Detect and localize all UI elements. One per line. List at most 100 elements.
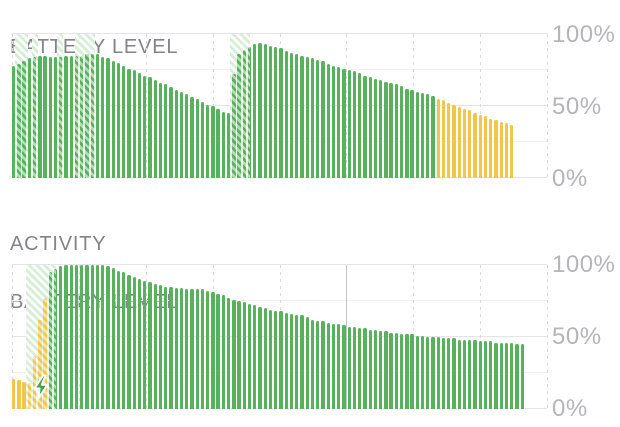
battery-level-bar[interactable] xyxy=(258,306,262,409)
battery-level-bar[interactable] xyxy=(436,337,440,409)
battery-level-bar[interactable] xyxy=(242,302,246,409)
battery-level-bar[interactable] xyxy=(394,84,399,178)
battery-level-bar[interactable] xyxy=(337,67,341,178)
battery-level-bar[interactable] xyxy=(48,57,52,178)
battery-level-bar[interactable] xyxy=(373,329,378,409)
battery-level-bar[interactable] xyxy=(420,93,425,178)
battery-level-bar[interactable] xyxy=(478,341,482,409)
battery-level-bar[interactable] xyxy=(137,72,142,178)
battery-level-bar[interactable] xyxy=(106,58,110,178)
battery-level-bar[interactable] xyxy=(232,74,236,178)
battery-level-bar[interactable] xyxy=(373,78,378,178)
battery-level-bar[interactable] xyxy=(179,91,184,178)
battery-level-bar[interactable] xyxy=(85,54,89,178)
battery-level-bar[interactable] xyxy=(226,298,231,409)
battery-level-bar[interactable] xyxy=(158,285,163,409)
battery-level-bar[interactable] xyxy=(164,286,168,409)
battery-level-bar[interactable] xyxy=(211,292,215,409)
battery-level-bar[interactable] xyxy=(494,342,498,409)
battery-level-bar[interactable] xyxy=(211,106,215,178)
battery-level-bar[interactable] xyxy=(101,57,105,178)
battery-level-bar[interactable] xyxy=(195,98,199,178)
battery-level-bar[interactable] xyxy=(384,81,388,178)
battery-level-bar[interactable] xyxy=(95,265,100,409)
battery-level-bar[interactable] xyxy=(185,94,189,178)
battery-level-bar[interactable] xyxy=(295,315,299,409)
battery-level-bar[interactable] xyxy=(436,98,440,178)
battery-level-bar[interactable] xyxy=(205,104,210,178)
battery-level-bar[interactable] xyxy=(295,54,299,178)
battery-level-bar[interactable] xyxy=(289,313,294,409)
battery-level-bar[interactable] xyxy=(389,82,393,178)
battery-level-bar[interactable] xyxy=(499,121,503,178)
battery-level-bar[interactable] xyxy=(174,288,178,409)
battery-level-bar[interactable] xyxy=(415,91,419,178)
battery-level-bar[interactable] xyxy=(232,299,236,409)
battery-level-bar[interactable] xyxy=(253,305,257,409)
battery-level-bar[interactable] xyxy=(305,316,309,409)
battery-level-bar[interactable] xyxy=(284,51,288,178)
battery-level-bar[interactable] xyxy=(405,334,409,409)
battery-level-bar[interactable] xyxy=(153,283,157,409)
battery-level-bar[interactable] xyxy=(489,118,493,178)
battery-level-bar[interactable] xyxy=(53,57,58,178)
battery-level-bar[interactable] xyxy=(316,59,320,178)
battery-level-bar[interactable] xyxy=(457,339,461,409)
battery-level-bar[interactable] xyxy=(216,293,220,409)
battery-level-bar[interactable] xyxy=(321,321,325,409)
battery-level-bar[interactable] xyxy=(483,116,488,178)
battery-level-bar[interactable] xyxy=(431,95,435,178)
battery-level-bar[interactable] xyxy=(22,381,26,409)
battery-level-bar[interactable] xyxy=(352,71,357,178)
battery-level-bar[interactable] xyxy=(80,55,84,178)
battery-level-bar[interactable] xyxy=(520,344,524,409)
battery-level-bar[interactable] xyxy=(90,265,94,409)
battery-level-bar[interactable] xyxy=(504,123,509,178)
battery-level-bar[interactable] xyxy=(221,111,226,178)
battery-level-bar[interactable] xyxy=(473,113,477,178)
battery-level-bar[interactable] xyxy=(279,48,283,178)
battery-level-bar[interactable] xyxy=(368,329,372,409)
battery-level-bar[interactable] xyxy=(85,265,89,409)
battery-level-bar[interactable] xyxy=(337,324,341,409)
battery-level-bar[interactable] xyxy=(352,326,357,409)
battery-level-bar[interactable] xyxy=(399,334,404,409)
battery-level-bar[interactable] xyxy=(174,90,178,178)
battery-level-bar[interactable] xyxy=(64,265,68,409)
battery-level-bar[interactable] xyxy=(143,75,147,178)
battery-level-bar[interactable] xyxy=(316,321,320,409)
battery-level-bar[interactable] xyxy=(205,290,210,409)
battery-level-bar[interactable] xyxy=(200,289,205,409)
battery-level-bar[interactable] xyxy=(405,88,409,178)
battery-level-bar[interactable] xyxy=(74,55,79,178)
battery-level-bar[interactable] xyxy=(195,289,199,409)
battery-level-bar[interactable] xyxy=(478,114,482,178)
battery-level-bar[interactable] xyxy=(358,328,362,409)
battery-level-bar[interactable] xyxy=(43,55,47,178)
battery-level-bar[interactable] xyxy=(452,104,456,178)
battery-level-bar[interactable] xyxy=(22,61,26,178)
battery-level-bar[interactable] xyxy=(153,80,157,178)
battery-level-bar[interactable] xyxy=(59,266,63,409)
battery-level-bar[interactable] xyxy=(462,339,467,409)
battery-level-bar[interactable] xyxy=(279,311,283,409)
battery-level-bar[interactable] xyxy=(90,54,94,178)
battery-level-chart[interactable] xyxy=(12,33,548,178)
battery-level-bar[interactable] xyxy=(420,335,425,409)
battery-level-bar[interactable] xyxy=(389,332,393,409)
battery-level-bar[interactable] xyxy=(17,64,21,178)
battery-level-bar[interactable] xyxy=(284,312,288,409)
battery-level-bar[interactable] xyxy=(268,45,273,178)
battery-level-bar[interactable] xyxy=(431,337,435,409)
battery-level-bar[interactable] xyxy=(237,301,241,409)
battery-level-bar[interactable] xyxy=(494,120,498,178)
battery-level-bar[interactable] xyxy=(379,331,383,409)
battery-level-bar[interactable] xyxy=(226,113,231,178)
battery-level-bar[interactable] xyxy=(363,75,367,178)
battery-level-bar[interactable] xyxy=(137,279,142,409)
battery-level-bar[interactable] xyxy=(263,308,267,409)
battery-level-bar[interactable] xyxy=(426,94,430,178)
battery-level-bar[interactable] xyxy=(148,282,152,409)
battery-level-bar[interactable] xyxy=(17,380,21,409)
battery-level-bar[interactable] xyxy=(12,65,16,178)
